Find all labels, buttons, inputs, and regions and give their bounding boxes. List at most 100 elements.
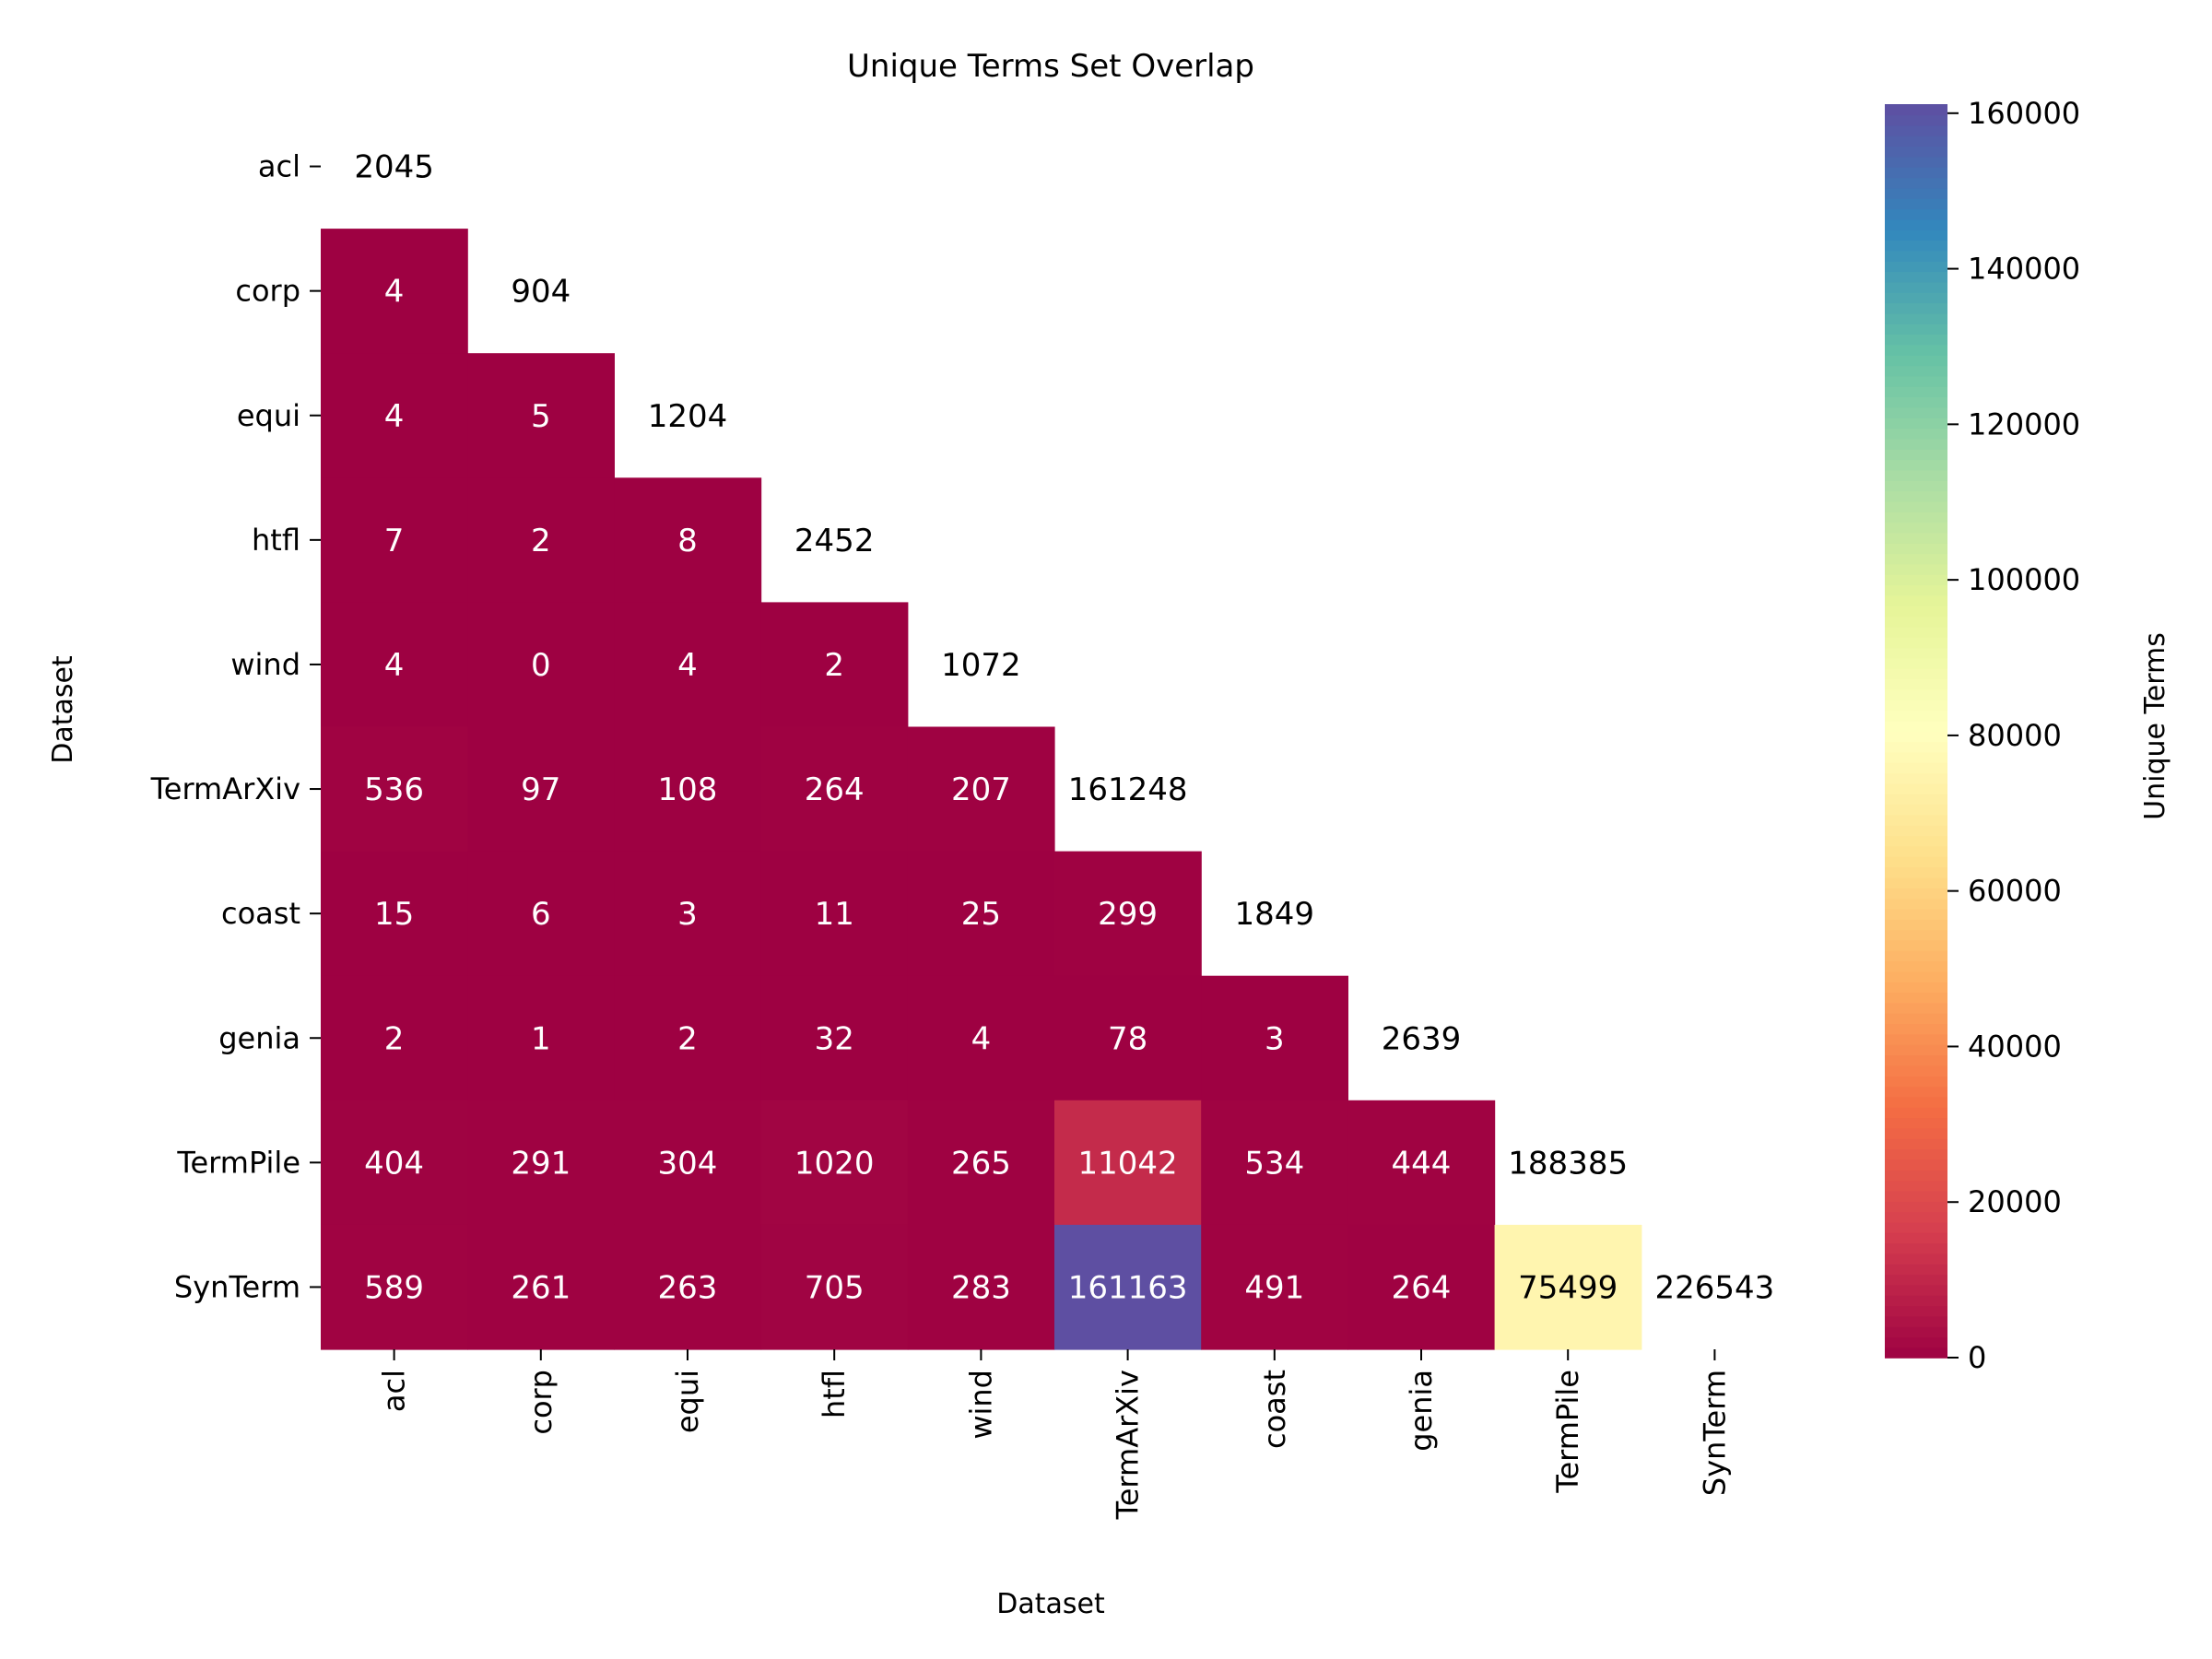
y-tick-label: htfl (252, 523, 300, 558)
colorbar-segment (1885, 751, 1947, 763)
cell-value-label: 299 (1098, 896, 1158, 933)
colorbar-segment (1885, 762, 1947, 774)
cell-value-label: 3 (1265, 1020, 1285, 1057)
colorbar-segment (1885, 449, 1947, 461)
colorbar-segment (1885, 114, 1947, 126)
heatmap-cell (321, 353, 468, 478)
diagonal-value-label: 161248 (1068, 771, 1188, 808)
colorbar-segment (1885, 678, 1947, 690)
heatmap-cell (467, 1224, 615, 1350)
colorbar-segment (1885, 856, 1947, 868)
heatmap-cell (467, 851, 615, 977)
cell-value-label: 25 (961, 896, 1001, 933)
colorbar-segment (1885, 606, 1947, 618)
colorbar-segment (1885, 616, 1947, 628)
x-tick-label: coast (1257, 1370, 1292, 1449)
heatmap-cell (1494, 1224, 1642, 1350)
heatmap-cell (1201, 1224, 1348, 1350)
colorbar-segment (1885, 512, 1947, 524)
chart-title: Unique Terms Set Overlap (847, 48, 1254, 85)
x-tick-label: equi (670, 1370, 705, 1433)
colorbar-segment (1885, 1054, 1947, 1066)
colorbar-segment (1885, 1096, 1947, 1108)
colorbar-tick-label: 20000 (1968, 1184, 2062, 1219)
colorbar-segment (1885, 104, 1947, 116)
diagonal-value-label: 1204 (648, 398, 728, 435)
heatmap-cell (614, 1224, 762, 1350)
cell-value-label: 5 (531, 398, 551, 435)
colorbar-segment (1885, 1180, 1947, 1192)
colorbar-segment (1885, 637, 1947, 649)
cell-value-label: 15 (374, 896, 414, 933)
colorbar-tick-label: 80000 (1968, 718, 2062, 753)
colorbar-segment (1885, 1190, 1947, 1202)
colorbar-segment (1885, 532, 1947, 544)
x-tick-label: TermArXiv (1111, 1370, 1146, 1520)
cell-value-label: 589 (364, 1269, 424, 1306)
y-tick-label: equi (237, 398, 300, 433)
colorbar-segment (1885, 543, 1947, 555)
colorbar-segment (1885, 982, 1947, 994)
colorbar-segment (1885, 1107, 1947, 1119)
colorbar-segment (1885, 688, 1947, 700)
heatmap-cell (760, 602, 909, 728)
diagonal-value-label: 226543 (1655, 1269, 1775, 1306)
cell-value-label: 2 (531, 523, 551, 559)
heatmap-cell (467, 477, 615, 603)
colorbar-tick-label: 60000 (1968, 874, 2062, 909)
cell-value-label: 78 (1108, 1020, 1147, 1057)
cell-value-label: 3 (677, 896, 698, 933)
heatmap-cell (760, 1100, 909, 1226)
heatmap-cell (1347, 1224, 1496, 1350)
y-axis-ticks: acl corp equi htfl wind TermArXiv coast genia Te… (150, 149, 321, 1304)
cell-value-label: 11042 (1078, 1145, 1178, 1182)
heatmap-cell (321, 229, 468, 354)
colorbar-segment (1885, 866, 1947, 878)
colorbar-segment (1885, 1295, 1947, 1307)
colorbar-segment (1885, 459, 1947, 471)
cell-value-label: 32 (815, 1020, 854, 1057)
colorbar-segment (1885, 700, 1947, 712)
colorbar-tick-label: 0 (1968, 1340, 1986, 1375)
colorbar-segment (1885, 553, 1947, 565)
heatmap-cells (321, 229, 1642, 1350)
heatmap-cell (467, 975, 615, 1101)
x-tick-label: genia (1404, 1370, 1439, 1452)
y-tick-label: TermPile (176, 1145, 300, 1180)
cell-value-label: 4 (677, 647, 698, 684)
colorbar-segment (1885, 794, 1947, 806)
colorbar-segment (1885, 1023, 1947, 1035)
cell-value-label: 264 (1392, 1269, 1452, 1306)
colorbar-segment (1885, 406, 1947, 418)
colorbar-segment (1885, 782, 1947, 794)
colorbar-segment (1885, 386, 1947, 398)
y-tick-label: genia (218, 1020, 300, 1055)
colorbar-segment (1885, 647, 1947, 659)
heatmap-cell (1054, 1100, 1202, 1226)
colorbar-segment (1885, 1013, 1947, 1025)
diagonal-value-label: 2045 (354, 149, 434, 186)
colorbar-segment (1885, 1211, 1947, 1223)
cell-value-label: 404 (364, 1145, 424, 1182)
colorbar-tick-label: 160000 (1968, 96, 2080, 131)
colorbar-segment (1885, 1305, 1947, 1317)
cell-value-label: 2 (677, 1020, 698, 1057)
colorbar-segment (1885, 950, 1947, 962)
colorbar-segment (1885, 1336, 1947, 1348)
cell-value-label: 4 (384, 647, 405, 684)
colorbar-segment (1885, 490, 1947, 502)
diagonal-value-label: 1849 (1235, 896, 1315, 933)
cell-value-label: 207 (951, 771, 1011, 808)
colorbar-segment (1885, 992, 1947, 1004)
colorbar-segment (1885, 428, 1947, 440)
colorbar-segment (1885, 772, 1947, 784)
colorbar-segment (1885, 1242, 1947, 1254)
colorbar-segment (1885, 292, 1947, 304)
colorbar-segment (1885, 1086, 1947, 1098)
heatmap-cell (907, 1100, 1055, 1226)
colorbar-segment (1885, 250, 1947, 262)
colorbar-segment (1885, 396, 1947, 408)
colorbar-segment (1885, 522, 1947, 534)
colorbar-segment (1885, 960, 1947, 972)
heatmap-cell (614, 975, 762, 1101)
